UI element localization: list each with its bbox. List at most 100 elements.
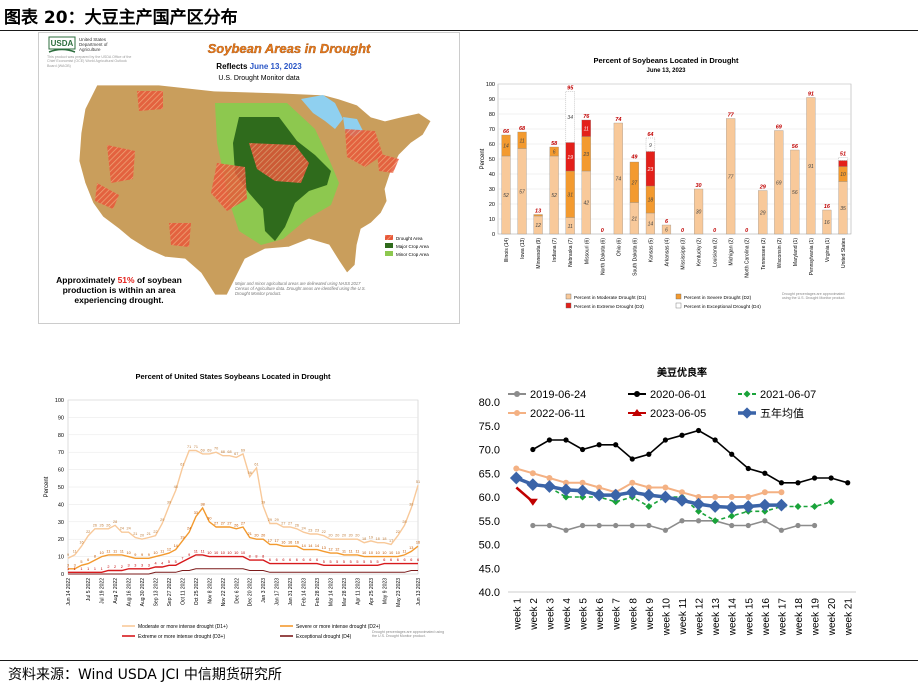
legend-marker: [743, 390, 751, 398]
data-label: 6: [296, 558, 298, 562]
bar-segment-label: 30: [696, 210, 702, 216]
series-line: [68, 568, 418, 575]
x-tick-label: Mar 28 2023: [342, 578, 348, 606]
data-label: 10: [362, 551, 366, 555]
series-marker: [729, 451, 735, 457]
data-label: 5: [175, 560, 177, 564]
series-marker: [646, 522, 652, 529]
bar-segment-label: 23: [647, 167, 654, 173]
x-tick-label: Arkansas (4): [664, 238, 670, 267]
series-marker: [642, 488, 656, 502]
bar-segment-label: 11: [584, 126, 589, 132]
x-tick-label: May 9 2023: [382, 578, 388, 604]
x-tick-label: Feb 14 2023: [302, 578, 308, 606]
series-marker: [609, 488, 623, 502]
bar-segment-label: 35: [840, 206, 846, 212]
x-tick-label: Indiana (7): [552, 238, 558, 262]
y-tick-label: 60: [58, 468, 64, 474]
x-tick-label: Aug 30 2022: [140, 578, 146, 607]
data-label: 1: [67, 567, 69, 571]
bar-segment: [565, 91, 575, 143]
data-label: 27: [281, 522, 285, 526]
series-marker: [679, 518, 685, 524]
data-label: 9: [148, 553, 150, 557]
series-marker: [579, 522, 586, 529]
series-marker: [845, 480, 851, 486]
usda-logo: USDA: [48, 36, 76, 53]
series-marker: [679, 489, 685, 496]
bar-segment: [694, 188, 704, 235]
bar-segment-label: 52: [503, 193, 509, 199]
series-marker: [811, 522, 818, 529]
x-tick-label: week 21: [844, 598, 855, 637]
chart-footnote: Drought percentages are approximated usi…: [372, 630, 444, 638]
data-label: 29: [275, 518, 279, 522]
figure-source: 资料来源：Wind USDA JCI 中信期货研究所: [8, 667, 282, 683]
legend-label: Percent in Moderate Drought (D1): [574, 295, 647, 301]
chart-title: Percent of Soybeans Located in Drought: [593, 56, 739, 65]
data-label: 21: [147, 532, 151, 536]
map-caption-line: experiencing drought.: [74, 295, 163, 305]
data-label: 70: [214, 447, 218, 451]
map-legend-label: Minor Crop Area: [396, 252, 429, 257]
legend-marker: [514, 410, 520, 416]
chart-subtitle: June 13, 2023: [646, 68, 686, 74]
data-label: 5: [370, 560, 372, 564]
series-line: [68, 554, 418, 574]
data-label: 6: [383, 558, 385, 562]
x-tick-label: week 17: [777, 598, 788, 637]
data-label: 9: [141, 553, 143, 557]
bar-segment: [838, 157, 848, 161]
data-label: 6: [303, 558, 305, 562]
x-tick-label: Jan 17 2023: [275, 578, 281, 606]
series-marker: [775, 498, 788, 512]
data-label: 38: [409, 502, 413, 506]
map-caption-percent: 51%: [118, 275, 135, 285]
data-label: 17: [268, 539, 272, 543]
x-tick-label: Feb 28 2023: [315, 578, 321, 606]
bar-segment-label: 29: [759, 210, 766, 216]
x-tick-label: Oct 25 2022: [194, 578, 200, 605]
bar-segment-label: 42: [583, 201, 589, 207]
series-marker: [612, 498, 620, 506]
x-tick-label: week 15: [744, 598, 755, 637]
series-marker: [675, 493, 689, 507]
series-marker: [509, 471, 523, 485]
data-label: 11: [403, 549, 407, 553]
series-line: [532, 519, 815, 532]
data-label: 29: [268, 518, 272, 522]
data-label: 3: [74, 563, 76, 567]
data-label: 5: [350, 560, 352, 564]
data-label: 33: [194, 511, 198, 515]
data-label: 11: [342, 549, 346, 553]
data-label: 5: [343, 560, 345, 564]
bar-segment: [726, 118, 736, 235]
data-label: 69: [200, 448, 204, 452]
x-tick-label: Iowa (13): [520, 238, 526, 259]
data-label: 8: [249, 555, 251, 559]
y-tick-label: 60: [489, 142, 495, 148]
series-marker: [613, 522, 619, 529]
figure-title-bar: 图表 20：大豆主产国产区分布: [0, 0, 918, 31]
bar-total-label: 64: [647, 132, 653, 138]
data-label: 24: [187, 527, 191, 531]
x-tick-label: Aug 16 2022: [127, 578, 133, 607]
series-marker: [811, 503, 819, 510]
series-marker: [530, 446, 536, 453]
bar-segment-label: 18: [648, 198, 654, 204]
bar-segment-label: 74: [616, 177, 622, 183]
bar-total-label: 66: [503, 129, 510, 135]
data-label: 61: [254, 462, 258, 466]
map-legend-swatch: [385, 243, 393, 248]
data-label: 1: [74, 567, 76, 571]
data-label: 10: [375, 551, 379, 555]
data-label: 8: [255, 555, 257, 559]
x-tick-label: week 4: [562, 598, 573, 631]
bar-segment-label: 10: [840, 172, 846, 178]
data-label: 61: [180, 462, 184, 466]
us-drought-timeline-chart: Percent of United States Soybeans Locate…: [44, 372, 444, 640]
series-marker: [692, 497, 705, 511]
series-marker: [596, 522, 602, 529]
data-label: 24: [126, 527, 130, 531]
bar-total-label: 6: [665, 219, 669, 225]
